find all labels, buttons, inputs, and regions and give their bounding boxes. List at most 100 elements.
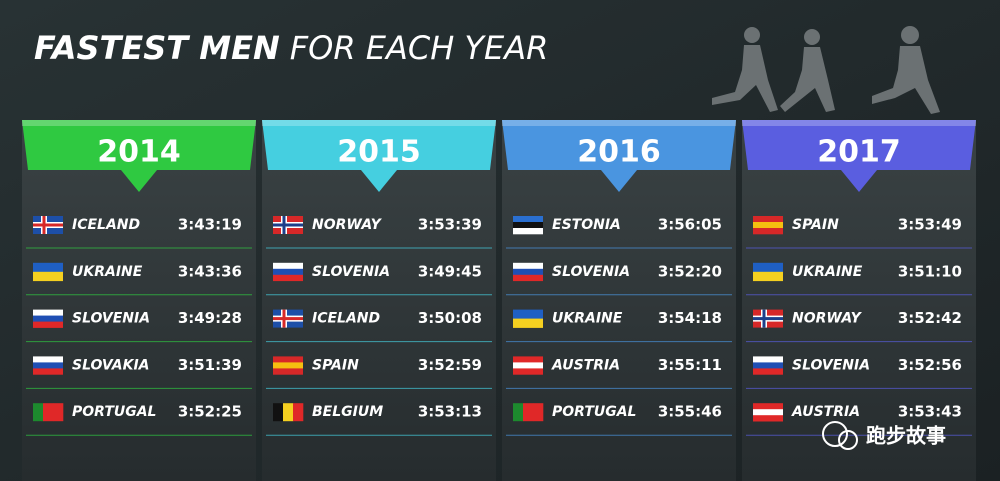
result-row: PORTUGAL 3:55:46 xyxy=(506,403,732,436)
finish-time: 3:43:36 xyxy=(178,262,242,280)
result-row: SLOVENIA 3:49:28 xyxy=(26,309,252,343)
year-banner xyxy=(502,120,736,192)
country-name: NORWAY xyxy=(792,311,863,327)
flag-stripe xyxy=(753,409,783,416)
flag-cross xyxy=(273,223,303,227)
finish-time: 3:52:59 xyxy=(418,356,482,374)
country-name: BELGIUM xyxy=(312,404,383,420)
result-row: PORTUGAL 3:52:25 xyxy=(26,403,252,436)
finish-time: 3:53:39 xyxy=(418,216,482,234)
title-rest: FOR EACH YEAR xyxy=(290,29,549,67)
banner-highlight xyxy=(502,120,736,126)
country-name: AUSTRIA xyxy=(551,357,620,373)
flag-stripe xyxy=(533,403,544,422)
flag-stripe xyxy=(513,368,543,375)
title-bold: FASTEST MEN xyxy=(34,29,280,67)
result-row: UKRAINE 3:43:36 xyxy=(26,262,252,296)
finish-time: 3:49:45 xyxy=(418,262,482,280)
flag-stripe xyxy=(293,403,304,422)
flag-cross xyxy=(273,317,303,321)
flag-stripe xyxy=(753,228,783,235)
banner-highlight xyxy=(22,120,256,126)
flag-stripe xyxy=(513,268,543,276)
result-row: SLOVENIA 3:52:20 xyxy=(506,262,732,296)
finish-time: 3:53:43 xyxy=(898,403,962,421)
result-row: NORWAY 3:53:39 xyxy=(266,216,492,249)
flag-stripe xyxy=(753,403,783,410)
year-column: 2014 ICELAND 3:43:19 UKRAINE 3:43:36 SLOVENIA… xyxy=(22,120,256,481)
year-banner xyxy=(262,120,496,192)
result-row: SPAIN 3:53:49 xyxy=(746,216,972,249)
year-column: 2016 ESTONIA 3:56:05 SLOVENIA 3:52:20 UKRAINE… xyxy=(502,120,736,481)
year-label: 2017 xyxy=(817,135,901,170)
flag-stripe xyxy=(33,262,63,273)
result-row: SLOVAKIA 3:51:39 xyxy=(26,356,252,389)
flag-stripe xyxy=(273,274,303,282)
flag-stripe xyxy=(273,403,284,422)
flag-stripe xyxy=(273,368,303,375)
finish-time: 3:52:42 xyxy=(898,309,962,327)
finish-time: 3:43:19 xyxy=(178,216,242,234)
result-row: NORWAY 3:52:42 xyxy=(746,309,972,343)
flag-stripe xyxy=(273,356,303,363)
runners xyxy=(712,26,940,114)
flag-stripe xyxy=(513,262,543,270)
country-name: SLOVAKIA xyxy=(72,357,150,373)
country-name: UKRAINE xyxy=(792,264,863,280)
flag-stripe xyxy=(753,222,783,229)
year-column: 2017 SPAIN 3:53:49 UKRAINE 3:51:10 NORWAY 3:52… xyxy=(742,120,976,481)
flag-stripe xyxy=(513,222,543,229)
result-row: ESTONIA 3:56:05 xyxy=(506,216,732,249)
finish-time: 3:53:49 xyxy=(898,216,962,234)
result-row: AUSTRIA 3:55:11 xyxy=(506,356,732,389)
country-name: ICELAND xyxy=(72,217,140,233)
country-name: UKRAINE xyxy=(72,264,143,280)
result-row: ICELAND 3:50:08 xyxy=(266,309,492,343)
year-label: 2014 xyxy=(97,135,181,170)
result-row: SLOVENIA 3:49:45 xyxy=(266,262,492,296)
flag-stripe xyxy=(33,315,63,322)
flag-stripe xyxy=(273,262,303,270)
result-row: SPAIN 3:52:59 xyxy=(266,356,492,389)
banner-highlight xyxy=(742,120,976,126)
flag-stripe xyxy=(513,318,543,328)
flag-stripe xyxy=(33,309,63,316)
finish-time: 3:53:13 xyxy=(418,403,482,421)
result-row: AUSTRIA 3:53:43 xyxy=(746,403,972,436)
flag-stripe xyxy=(513,309,543,319)
country-name: SPAIN xyxy=(312,357,359,373)
finish-time: 3:55:11 xyxy=(658,356,722,374)
country-name: PORTUGAL xyxy=(552,404,636,420)
flag-stripe xyxy=(753,362,783,369)
banner-highlight xyxy=(262,120,496,126)
finish-time: 3:50:08 xyxy=(418,309,482,327)
flag-stripe xyxy=(53,403,64,422)
country-name: SLOVENIA xyxy=(72,311,150,327)
flag-stripe xyxy=(33,368,63,375)
result-row: UKRAINE 3:54:18 xyxy=(506,309,732,343)
finish-time: 3:52:25 xyxy=(178,403,242,421)
flag-stripe xyxy=(523,403,534,422)
country-name: UKRAINE xyxy=(552,311,623,327)
flag-stripe xyxy=(273,268,303,276)
finish-time: 3:55:46 xyxy=(658,403,722,421)
title: FASTEST MEN FOR EACH YEAR xyxy=(34,29,548,67)
year-label: 2016 xyxy=(577,135,661,170)
result-row: UKRAINE 3:51:10 xyxy=(746,262,972,296)
year-column: 2015 NORWAY 3:53:39 SLOVENIA 3:49:45 ICELAND 3… xyxy=(262,120,496,481)
result-row: SLOVENIA 3:52:56 xyxy=(746,356,972,389)
country-name: SLOVENIA xyxy=(552,264,630,280)
finish-time: 3:52:56 xyxy=(898,356,962,374)
finish-time: 3:56:05 xyxy=(658,216,722,234)
flag-cross xyxy=(33,223,63,227)
finish-time: 3:51:10 xyxy=(898,262,962,280)
flag-stripe xyxy=(753,271,783,282)
flag-stripe xyxy=(33,271,63,282)
flag-stripe xyxy=(283,403,294,422)
country-name: SLOVENIA xyxy=(792,357,870,373)
flag-stripe xyxy=(33,403,44,422)
flag-stripe xyxy=(513,274,543,282)
flag-stripe xyxy=(513,403,524,422)
finish-time: 3:52:20 xyxy=(658,262,722,280)
